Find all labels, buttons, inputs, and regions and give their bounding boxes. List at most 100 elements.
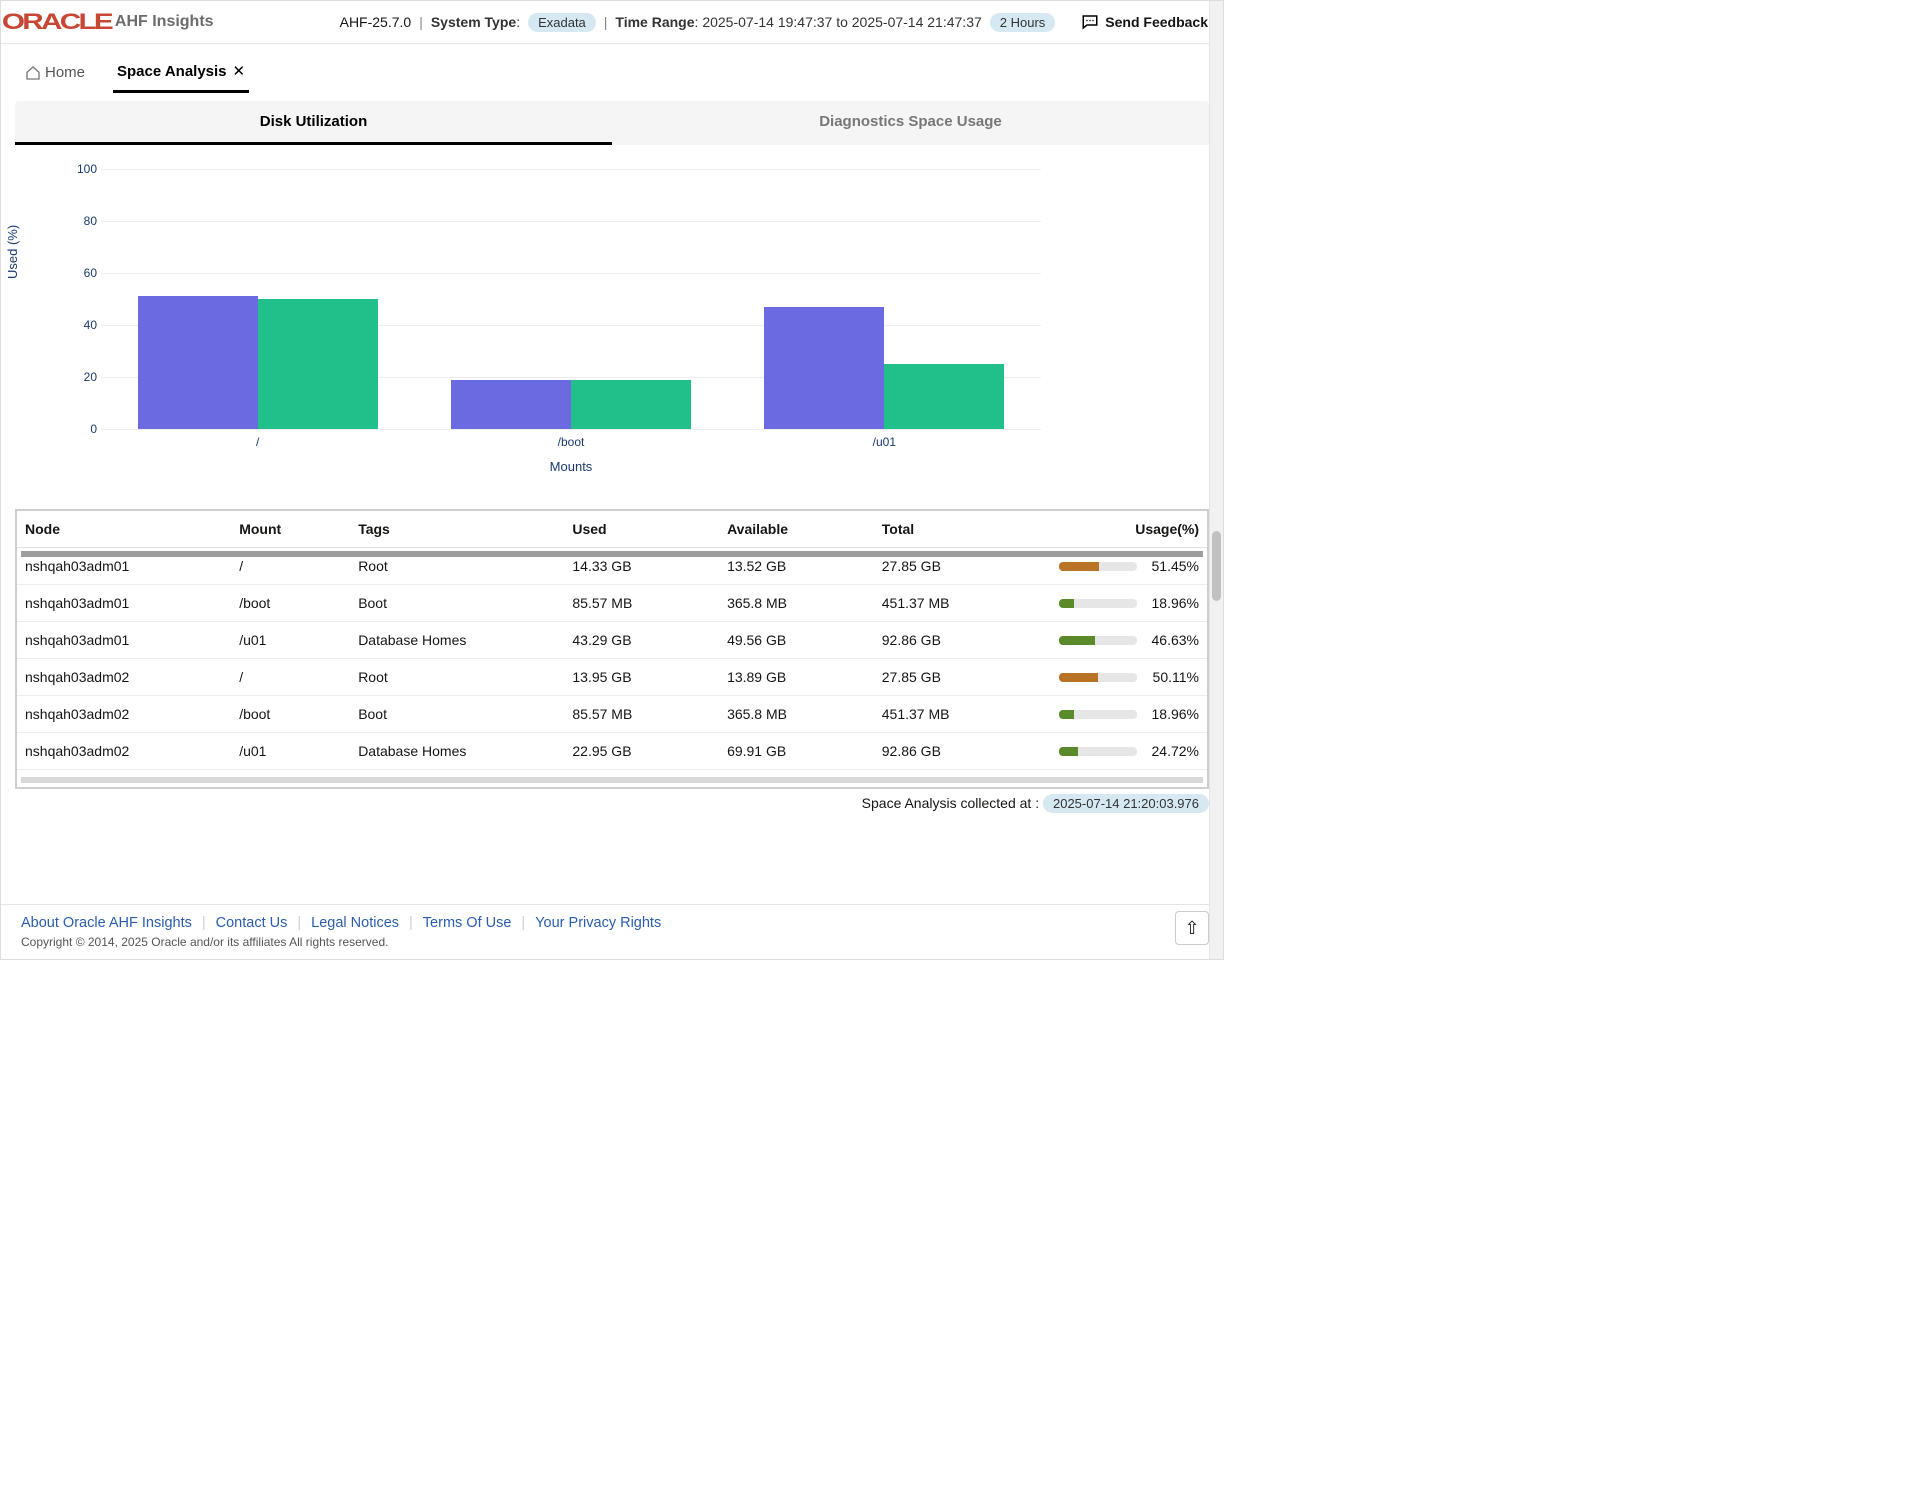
table-header-row: NodeMountTagsUsedAvailableTotalUsage(%) bbox=[17, 511, 1207, 548]
table-cell: Root bbox=[350, 659, 564, 696]
tab-home[interactable]: Home bbox=[21, 52, 89, 93]
separator: | bbox=[604, 14, 608, 30]
table-column-header[interactable]: Available bbox=[719, 511, 874, 548]
send-feedback-button[interactable]: Send Feedback bbox=[1081, 13, 1208, 31]
footer-link[interactable]: Contact Us bbox=[216, 915, 288, 931]
table-column-header[interactable]: Usage(%) bbox=[1028, 511, 1207, 548]
table-cell: 27.85 GB bbox=[874, 659, 1029, 696]
table-cell: 85.57 MB bbox=[564, 696, 719, 733]
usage-percent: 50.11% bbox=[1145, 669, 1199, 685]
usage-cell: 50.11% bbox=[1028, 659, 1207, 696]
table-cell: 92.86 GB bbox=[874, 622, 1029, 659]
usage-bar-fill bbox=[1059, 562, 1099, 571]
chart-y-axis-label: Used (%) bbox=[5, 225, 20, 279]
usage-bar bbox=[1059, 636, 1137, 645]
tab-space-analysis[interactable]: Space Analysis ✕ bbox=[113, 52, 249, 93]
chart-bar[interactable] bbox=[258, 299, 378, 429]
scroll-to-top-button[interactable]: ⇧ bbox=[1175, 911, 1209, 945]
table-cell: 85.57 MB bbox=[564, 585, 719, 622]
chart-bar[interactable] bbox=[138, 296, 258, 429]
table-cell: /boot bbox=[231, 696, 350, 733]
table-cell: 22.95 GB bbox=[564, 733, 719, 770]
usage-percent: 18.96% bbox=[1145, 706, 1199, 722]
table-cell: 451.37 MB bbox=[874, 585, 1029, 622]
usage-bar-fill bbox=[1059, 747, 1078, 756]
tab-space-analysis-label: Space Analysis bbox=[117, 63, 227, 80]
table-cell: nshqah03adm02 bbox=[17, 696, 231, 733]
chart-gridline bbox=[101, 273, 1041, 274]
footer-link[interactable]: Your Privacy Rights bbox=[535, 915, 661, 931]
table-row[interactable]: nshqah03adm01/bootBoot85.57 MB365.8 MB45… bbox=[17, 585, 1207, 622]
sub-tabs: Disk Utilization Diagnostics Space Usage bbox=[15, 101, 1209, 145]
chart-x-axis-label: Mounts bbox=[101, 459, 1041, 474]
footer-link[interactable]: About Oracle AHF Insights bbox=[21, 915, 192, 931]
footer-separator: | bbox=[521, 915, 525, 931]
table-cell: nshqah03adm01 bbox=[17, 622, 231, 659]
chart-bar[interactable] bbox=[451, 380, 571, 429]
separator: | bbox=[419, 14, 423, 30]
chart-gridline bbox=[101, 429, 1041, 430]
usage-bar bbox=[1059, 562, 1137, 571]
usage-cell: 24.72% bbox=[1028, 733, 1207, 770]
table-cell: /u01 bbox=[231, 622, 350, 659]
system-type-pill[interactable]: Exadata bbox=[528, 13, 596, 32]
collected-at: Space Analysis collected at : 2025-07-14… bbox=[15, 795, 1209, 811]
footer-links: About Oracle AHF Insights|Contact Us|Leg… bbox=[21, 915, 1203, 931]
tab-disk-utilization[interactable]: Disk Utilization bbox=[15, 101, 612, 145]
system-type-label: System Type: bbox=[431, 14, 520, 30]
usage-cell: 18.96% bbox=[1028, 585, 1207, 622]
brand-logo: ORACLE bbox=[2, 9, 111, 35]
table-row[interactable]: nshqah03adm01/u01Database Homes43.29 GB4… bbox=[17, 622, 1207, 659]
app-header: ORACLE AHF Insights AHF-25.7.0 | System … bbox=[1, 1, 1223, 44]
usage-percent: 24.72% bbox=[1145, 743, 1199, 759]
close-icon[interactable]: ✕ bbox=[233, 62, 246, 80]
table-cell: 92.86 GB bbox=[874, 733, 1029, 770]
chart-xtick: / bbox=[256, 435, 259, 449]
table-row[interactable]: nshqah03adm02/bootBoot85.57 MB365.8 MB45… bbox=[17, 696, 1207, 733]
table-row[interactable]: nshqah03adm02/u01Database Homes22.95 GB6… bbox=[17, 733, 1207, 770]
tab-diagnostics-space-usage[interactable]: Diagnostics Space Usage bbox=[612, 101, 1209, 145]
chart-ytick: 40 bbox=[67, 318, 97, 332]
footer-link[interactable]: Terms Of Use bbox=[423, 915, 512, 931]
space-usage-table: NodeMountTagsUsedAvailableTotalUsage(%) … bbox=[17, 511, 1207, 770]
table-cell: 451.37 MB bbox=[874, 696, 1029, 733]
table-cell: Boot bbox=[350, 585, 564, 622]
table-column-header[interactable]: Tags bbox=[350, 511, 564, 548]
collected-at-label: Space Analysis collected at : bbox=[862, 795, 1039, 811]
usage-bar-fill bbox=[1059, 636, 1095, 645]
usage-bar-fill bbox=[1059, 710, 1074, 719]
disk-utilization-chart: Used (%) 020406080100//boot/u01 Mounts H… bbox=[61, 159, 1193, 499]
chart-bar[interactable] bbox=[764, 307, 884, 429]
table-footer-scrollbar[interactable] bbox=[21, 777, 1203, 783]
usage-bar bbox=[1059, 747, 1137, 756]
table-column-header[interactable]: Mount bbox=[231, 511, 350, 548]
chart-ytick: 0 bbox=[67, 422, 97, 436]
usage-bar-fill bbox=[1059, 673, 1098, 682]
chart-bar[interactable] bbox=[571, 380, 691, 429]
home-icon bbox=[25, 65, 41, 81]
table-body: nshqah03adm01/Root14.33 GB13.52 GB27.85 … bbox=[17, 548, 1207, 770]
table-header-scrollbar[interactable] bbox=[21, 551, 1203, 557]
chart-bar[interactable] bbox=[884, 364, 1004, 429]
chart-ytick: 100 bbox=[67, 162, 97, 176]
table-cell: /boot bbox=[231, 585, 350, 622]
vertical-scrollbar[interactable] bbox=[1209, 1, 1223, 959]
footer-link[interactable]: Legal Notices bbox=[311, 915, 399, 931]
table-cell: /u01 bbox=[231, 733, 350, 770]
table-column-header[interactable]: Node bbox=[17, 511, 231, 548]
table-cell: Boot bbox=[350, 696, 564, 733]
table-cell: 365.8 MB bbox=[719, 696, 874, 733]
table-cell: 69.91 GB bbox=[719, 733, 874, 770]
usage-cell: 18.96% bbox=[1028, 696, 1207, 733]
table-column-header[interactable]: Used bbox=[564, 511, 719, 548]
table-cell: 13.95 GB bbox=[564, 659, 719, 696]
tab-home-label: Home bbox=[45, 64, 85, 81]
table-cell: nshqah03adm01 bbox=[17, 585, 231, 622]
duration-pill: 2 Hours bbox=[990, 13, 1056, 32]
copyright: Copyright © 2014, 2025 Oracle and/or its… bbox=[21, 935, 1203, 949]
chart-ytick: 80 bbox=[67, 214, 97, 228]
scrollbar-thumb[interactable] bbox=[1212, 531, 1221, 601]
table-column-header[interactable]: Total bbox=[874, 511, 1029, 548]
usage-percent: 51.45% bbox=[1145, 558, 1199, 574]
table-row[interactable]: nshqah03adm02/Root13.95 GB13.89 GB27.85 … bbox=[17, 659, 1207, 696]
